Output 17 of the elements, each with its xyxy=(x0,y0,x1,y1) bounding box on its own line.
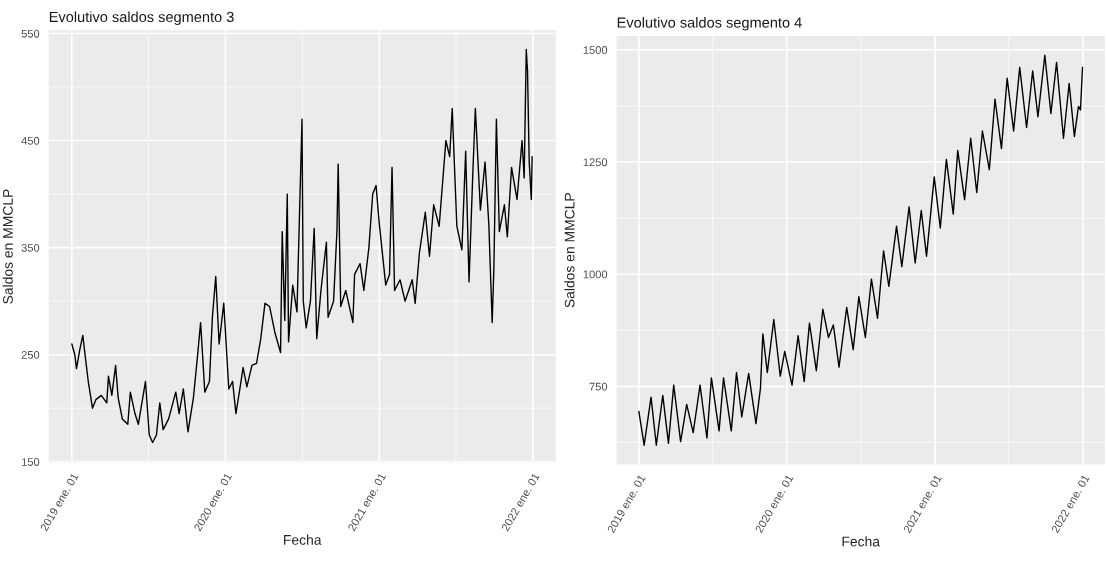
y-tick-label: 150 xyxy=(21,458,40,466)
y-tick-label: 1000 xyxy=(583,270,608,279)
y-tick-label: 450 xyxy=(21,136,40,145)
chart-title: Evolutivo saldos segmento 3 xyxy=(49,11,234,25)
y-tick-label: 1500 xyxy=(583,46,608,54)
line-series xyxy=(71,48,533,444)
y-tick-label: 350 xyxy=(21,243,40,252)
chart-title: Evolutivo saldos segmento 4 xyxy=(617,17,802,31)
y-axis-title: Saldos en MMCLP xyxy=(2,189,13,304)
y-tick-label: 250 xyxy=(21,350,40,359)
y-tick-label: 550 xyxy=(21,29,40,38)
x-axis-title: Fecha xyxy=(284,534,322,545)
line-series xyxy=(638,54,1084,446)
y-tick-label: 750 xyxy=(589,382,608,391)
x-axis-title: Fecha xyxy=(842,536,880,547)
y-tick-label: 1250 xyxy=(583,158,608,167)
y-axis-title: Saldos en MMCLP xyxy=(564,193,575,308)
